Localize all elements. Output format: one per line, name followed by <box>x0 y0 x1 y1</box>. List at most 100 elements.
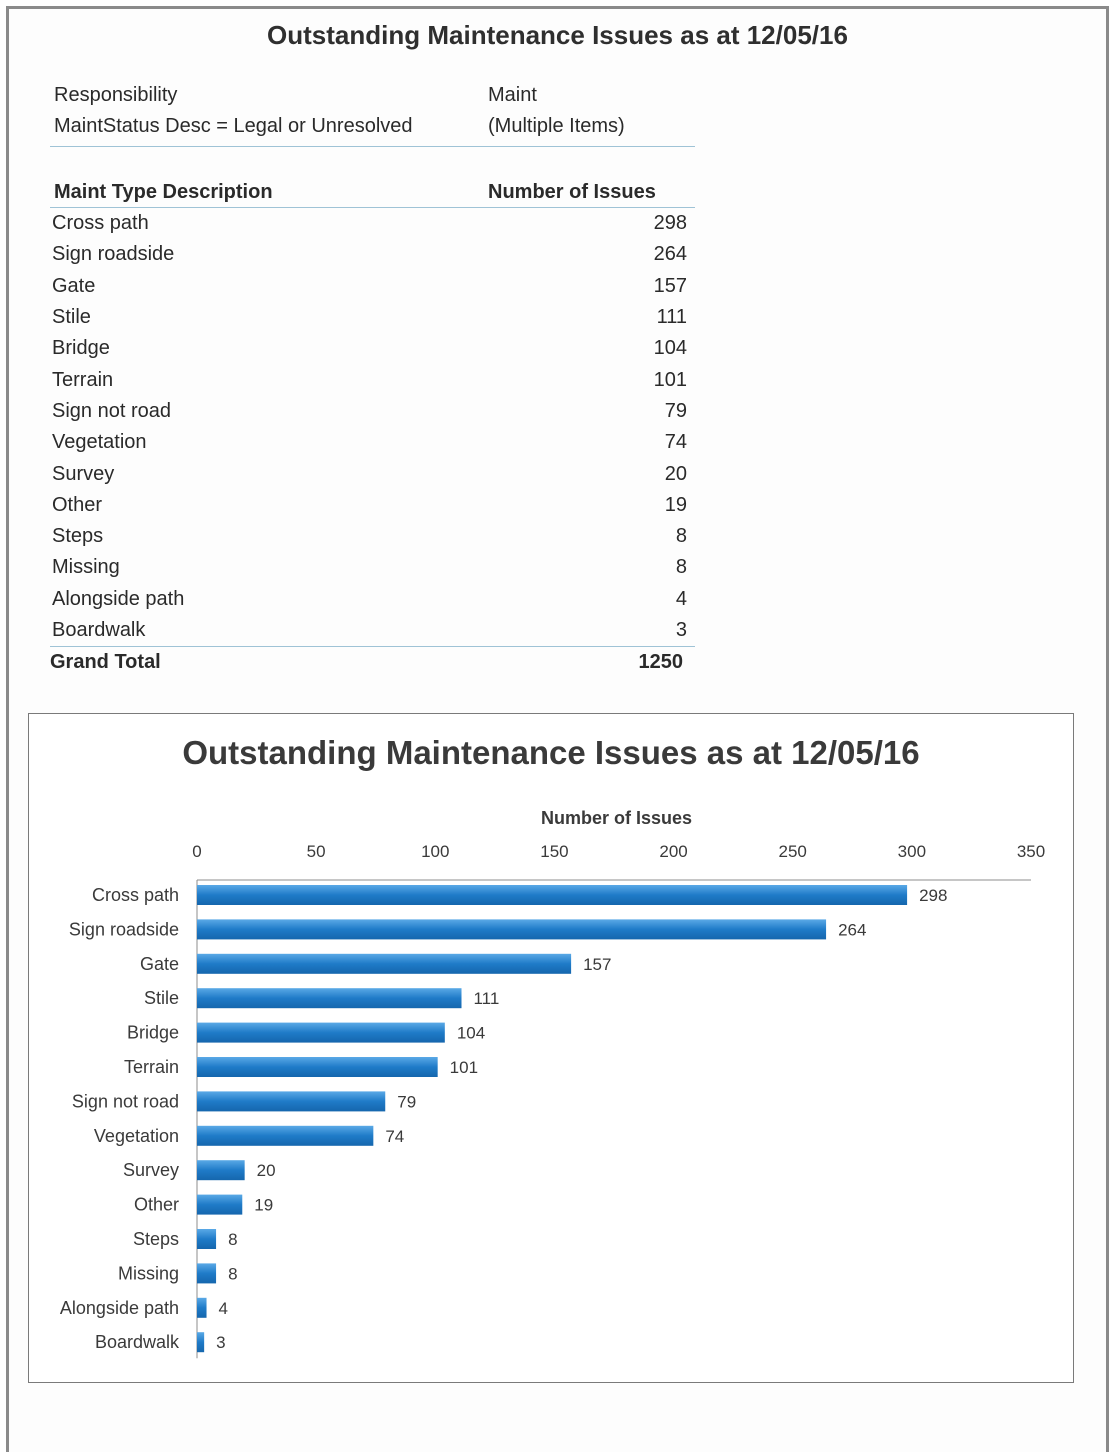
x-tick-label: 200 <box>659 842 687 861</box>
data-label: 19 <box>254 1196 273 1215</box>
row-label: Stile <box>52 306 91 329</box>
data-label: 264 <box>838 920 866 939</box>
data-label: 79 <box>397 1092 416 1111</box>
table-row: Sign roadside 264 <box>50 239 695 270</box>
filter-value[interactable]: (Multiple Items) <box>488 115 625 137</box>
row-label: Bridge <box>52 337 110 360</box>
y-tick-label: Bridge <box>127 1023 179 1043</box>
pivot-table: Responsibility Maint MaintStatus Desc = … <box>50 80 695 678</box>
bar <box>197 1229 217 1249</box>
row-label: Other <box>52 493 103 516</box>
row-label: Sign roadside <box>52 243 175 266</box>
row-label: Missing <box>52 556 120 579</box>
y-tick-label: Boardwalk <box>95 1332 180 1352</box>
bar <box>197 1022 445 1043</box>
y-tick-label: Vegetation <box>94 1126 179 1146</box>
data-label: 8 <box>228 1230 237 1249</box>
table-row: Terrain 101 <box>50 364 695 395</box>
table-row: Bridge 104 <box>50 333 695 364</box>
bar <box>197 1263 217 1284</box>
x-tick-label: 150 <box>540 842 568 861</box>
x-tick-label: 100 <box>421 842 449 861</box>
y-tick-label: Sign roadside <box>69 919 179 939</box>
row-value: 8 <box>675 556 687 579</box>
y-tick-label: Other <box>134 1195 179 1215</box>
x-tick-label: 50 <box>307 842 326 861</box>
row-value: 298 <box>653 212 687 235</box>
bar <box>197 988 462 1009</box>
row-label: Alongside path <box>52 587 185 610</box>
y-tick-label: Cross path <box>92 885 179 905</box>
y-tick-label: Gate <box>140 954 179 974</box>
row-value: 3 <box>675 619 687 641</box>
table-row: Gate 157 <box>50 271 695 302</box>
table-row: Stile 111 <box>50 302 695 333</box>
data-label: 4 <box>219 1299 228 1318</box>
table-row: Alongside path 4 <box>50 584 695 615</box>
document-title: Outstanding Maintenance Issues as at 12/… <box>267 20 848 50</box>
filter-field: MaintStatus Desc = Legal or Unresolved <box>54 115 413 137</box>
grand-total-row: Grand Total 1250 <box>50 646 695 678</box>
row-value: 20 <box>664 462 687 485</box>
y-tick-label: Missing <box>118 1263 179 1283</box>
x-tick-label: 350 <box>1017 842 1045 861</box>
row-label: Cross path <box>52 212 149 235</box>
data-label: 8 <box>228 1264 237 1283</box>
pivot-filters: Responsibility Maint MaintStatus Desc = … <box>50 80 695 147</box>
filter-row-responsibility: Responsibility Maint <box>50 80 695 111</box>
grand-total-value: 1250 <box>638 651 684 674</box>
y-tick-label: Terrain <box>124 1057 179 1077</box>
bar <box>197 1091 386 1112</box>
bar <box>197 1194 243 1215</box>
y-tick-label: Steps <box>133 1229 179 1249</box>
y-tick-label: Survey <box>123 1160 179 1180</box>
grand-total-label: Grand Total <box>50 651 161 674</box>
row-label: Gate <box>52 274 96 297</box>
bar <box>197 953 572 974</box>
filter-row-status: MaintStatus Desc = Legal or Unresolved (… <box>50 111 695 142</box>
column-header-type[interactable]: Maint Type Description <box>54 180 273 203</box>
row-value: 8 <box>675 525 687 548</box>
row-value: 79 <box>664 399 687 422</box>
bar <box>197 1297 207 1318</box>
y-tick-label: Alongside path <box>60 1298 179 1318</box>
bar <box>197 1125 374 1146</box>
bar <box>197 919 827 940</box>
data-label: 298 <box>919 886 947 905</box>
table-row: Survey 20 <box>50 458 695 489</box>
chart-container: Outstanding Maintenance Issues as at 12/… <box>28 713 1074 1383</box>
row-label: Terrain <box>52 368 114 391</box>
data-label: 20 <box>257 1161 276 1180</box>
x-tick-label: 300 <box>898 842 926 861</box>
row-label: Survey <box>52 462 115 485</box>
table-row: Cross path 298 <box>50 208 695 239</box>
table-row: Vegetation 74 <box>50 427 695 458</box>
table-row: Steps 8 <box>50 521 695 552</box>
row-value: 4 <box>675 587 687 610</box>
filter-field: Responsibility <box>54 84 178 106</box>
column-header-count: Number of Issues <box>488 180 656 203</box>
table-row: Other 19 <box>50 490 695 521</box>
data-label: 74 <box>385 1127 404 1146</box>
table-row: Boardwalk 3 <box>50 615 695 646</box>
data-label: 3 <box>216 1333 225 1352</box>
data-label: 104 <box>457 1024 485 1043</box>
table-row: Missing 8 <box>50 552 695 583</box>
bar <box>197 1160 245 1181</box>
row-label: Vegetation <box>52 431 147 454</box>
chart-title: Outstanding Maintenance Issues as at 12/… <box>182 734 920 771</box>
data-label: 111 <box>473 989 499 1008</box>
x-tick-label: 0 <box>192 842 201 861</box>
row-value: 19 <box>664 493 687 516</box>
filter-value[interactable]: Maint <box>488 84 537 106</box>
bar <box>197 885 908 905</box>
bar <box>197 1057 438 1077</box>
x-tick-label: 250 <box>779 842 807 861</box>
table-header: Maint Type Description Number of Issues <box>50 177 695 208</box>
table-row: Sign not road 79 <box>50 396 695 427</box>
row-value: 157 <box>653 274 687 297</box>
x-axis-title: Number of Issues <box>540 808 693 828</box>
row-value: 111 <box>656 306 687 329</box>
bar-chart: 0 50 100 150 200 250 300 350 Cross path 298 Sign r… <box>60 842 1045 1359</box>
y-tick-label: Stile <box>144 988 179 1008</box>
